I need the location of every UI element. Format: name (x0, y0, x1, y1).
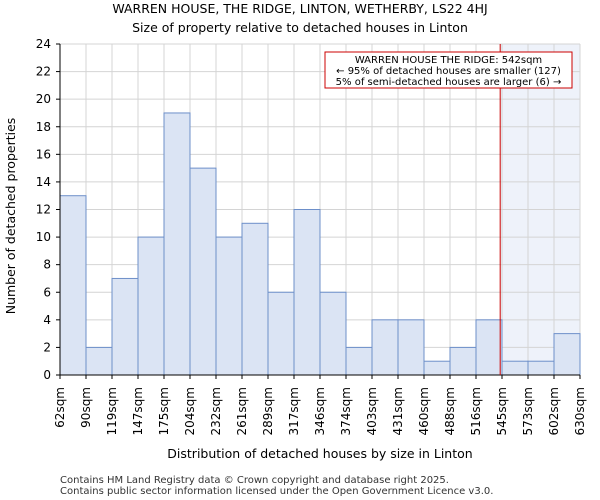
bar-431sqm (397, 319, 425, 376)
y-tick-label: 18 (36, 120, 51, 134)
bar-516sqm (475, 319, 503, 376)
annotation-line-2: ← 95% of detached houses are smaller (12… (336, 66, 561, 77)
x-tick-label: 516sqm (469, 387, 483, 435)
x-tick-label: 630sqm (573, 387, 587, 435)
y-tick-label: 2 (43, 340, 51, 354)
y-tick-label: 22 (36, 65, 51, 79)
chart-subtitle: Size of property relative to detached ho… (132, 20, 468, 35)
bar-204sqm (189, 167, 217, 376)
bar-602sqm (553, 333, 581, 376)
annotation-line-3: 5% of semi-detached houses are larger (6… (336, 77, 562, 88)
bar-374sqm (345, 346, 373, 376)
x-tick-label: 289sqm (261, 387, 275, 435)
bar-175sqm (163, 112, 191, 376)
x-tick-label: 488sqm (443, 387, 457, 435)
bar-545sqm (501, 360, 529, 376)
x-tick-label: 175sqm (157, 387, 171, 435)
y-tick-label: 24 (36, 37, 51, 51)
x-tick-label: 317sqm (287, 387, 301, 435)
bar-261sqm (241, 222, 269, 376)
x-tick-label: 119sqm (105, 387, 119, 435)
y-tick-label: 14 (36, 175, 51, 189)
x-tick-label: 232sqm (209, 387, 223, 435)
y-tick-label: 4 (43, 313, 51, 327)
x-tick-label: 204sqm (183, 387, 197, 435)
chart-title: WARREN HOUSE, THE RIDGE, LINTON, WETHERB… (112, 1, 487, 16)
x-tick-label: 460sqm (417, 387, 431, 435)
annotation-box: WARREN HOUSE THE RIDGE: 542sqm ← 95% of … (324, 51, 573, 89)
x-tick-label: 261sqm (235, 387, 249, 435)
x-tick-label: 573sqm (521, 387, 535, 435)
bar-403sqm (371, 319, 399, 376)
x-tick-label: 374sqm (339, 387, 353, 435)
bar-90sqm (85, 346, 113, 376)
bar-147sqm (137, 236, 165, 376)
bar-62sqm (59, 195, 87, 376)
y-tick-label: 12 (36, 203, 51, 217)
x-tick-label: 346sqm (313, 387, 327, 435)
bar-232sqm (215, 236, 243, 376)
y-axis-label: Number of detached properties (3, 118, 18, 315)
y-tick-label: 10 (36, 230, 51, 244)
y-tick-label: 8 (43, 258, 51, 272)
footer-line-2: Contains public sector information licen… (60, 486, 493, 497)
footer-line-1: Contains HM Land Registry data © Crown c… (60, 475, 449, 486)
x-tick-label: 602sqm (547, 387, 561, 435)
bar-289sqm (267, 291, 295, 376)
bar-573sqm (527, 360, 555, 376)
bar-119sqm (111, 277, 139, 376)
annotation-line-1: WARREN HOUSE THE RIDGE: 542sqm (355, 55, 542, 66)
y-tick-label: 16 (36, 147, 51, 161)
bar-317sqm (293, 209, 321, 376)
y-tick-label: 6 (43, 285, 51, 299)
x-tick-label: 545sqm (495, 387, 509, 435)
x-tick-label: 62sqm (53, 387, 67, 428)
bar-488sqm (449, 346, 477, 376)
x-tick-label: 90sqm (79, 387, 93, 428)
x-tick-label: 147sqm (131, 387, 145, 435)
annotation-frame (324, 51, 573, 89)
bar-346sqm (319, 291, 347, 376)
x-axis-label: Distribution of detached houses by size … (167, 446, 472, 461)
x-tick-label: 403sqm (365, 387, 379, 435)
x-tick-label: 431sqm (391, 387, 405, 435)
bar-460sqm (423, 360, 451, 376)
y-tick-label: 20 (36, 92, 51, 106)
y-tick-label: 0 (43, 368, 51, 382)
